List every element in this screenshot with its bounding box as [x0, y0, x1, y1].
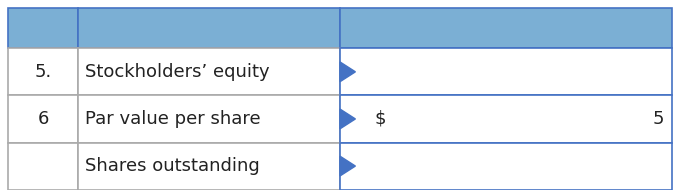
Polygon shape	[340, 62, 356, 82]
Bar	[8, 48, 78, 95]
Polygon shape	[340, 156, 356, 176]
Text: Stockholders’ equity: Stockholders’ equity	[85, 63, 270, 81]
Bar	[8, 8, 78, 48]
Bar	[340, 95, 672, 142]
Bar	[78, 8, 340, 48]
Text: Par value per share: Par value per share	[85, 110, 260, 128]
Bar	[78, 142, 340, 190]
Text: 6: 6	[37, 110, 49, 128]
Bar	[340, 8, 672, 48]
Polygon shape	[340, 109, 356, 129]
Bar	[8, 95, 78, 142]
Bar	[340, 142, 672, 190]
Text: $: $	[374, 110, 386, 128]
Text: 5.: 5.	[35, 63, 52, 81]
Bar	[8, 142, 78, 190]
Bar	[78, 95, 340, 142]
Text: 5: 5	[652, 110, 664, 128]
Bar	[78, 48, 340, 95]
Bar	[340, 48, 672, 95]
Text: Shares outstanding: Shares outstanding	[85, 157, 260, 175]
